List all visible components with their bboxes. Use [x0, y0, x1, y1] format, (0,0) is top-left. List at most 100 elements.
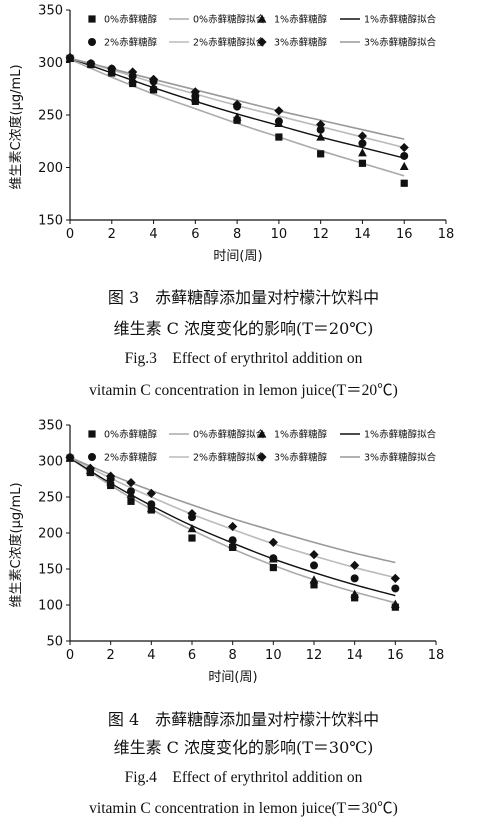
data-point-circle [350, 574, 359, 583]
data-point-diamond [65, 52, 75, 62]
data-point-square [351, 594, 359, 602]
data-point-circle [274, 117, 283, 126]
data-point-diamond [190, 87, 200, 97]
data-point-square [317, 150, 325, 158]
x-tick-label: 6 [191, 227, 199, 242]
data-point-triangle [309, 575, 319, 584]
data-point-diamond [390, 573, 400, 583]
data-point-circle [358, 139, 367, 148]
x-tick-label: 10 [271, 227, 288, 242]
data-point-triangle [149, 82, 158, 91]
data-point-triangle [187, 524, 197, 533]
x-tick-label: 2 [107, 648, 115, 663]
legend-marker-triangle [257, 14, 267, 23]
series-fit-line [69, 456, 396, 579]
caption-en-line2: vitamin C concentration in lemon juice(T… [89, 800, 398, 817]
x-tick-label: 8 [233, 227, 241, 242]
legend-label: 3%赤藓糖醇 [274, 452, 328, 464]
data-point-square [269, 563, 277, 572]
legend-marker-triangle [257, 429, 267, 438]
legend-label: 3%赤藓糖醇拟合 [364, 452, 437, 464]
x-tick-label: 0 [66, 227, 74, 242]
legend-label: 1%赤藓糖醇拟合 [364, 429, 437, 441]
legend-label: 1%赤藓糖醇拟合 [364, 14, 437, 26]
legend-label: 2%赤藓糖醇 [104, 37, 158, 49]
y-tick-label: 150 [38, 214, 63, 229]
data-point-circle [391, 584, 400, 593]
legend-label: 0%赤藓糖醇 [104, 14, 158, 26]
x-tick-label: 6 [188, 648, 196, 663]
caption-cn-line2: 维生素 C 浓度变化的影响(T＝30℃) [113, 738, 374, 757]
data-point-diamond [148, 74, 159, 84]
x-tick-label: 2 [108, 227, 116, 242]
legend-label: 2%赤藓糖醇 [104, 452, 158, 464]
x-tick-label: 0 [66, 648, 74, 663]
x-tick-label: 10 [265, 648, 282, 663]
data-point-square [400, 179, 408, 187]
x-axis-title: 时间(周) [208, 670, 257, 685]
y-tick-label: 200 [38, 527, 63, 542]
legend-marker-circle [88, 38, 96, 46]
y-tick-label: 200 [38, 161, 63, 176]
caption-en-line1: Fig.3 Effect of erythritol addition on [124, 350, 363, 367]
legend-marker-diamond [257, 37, 267, 47]
data-point-circle [228, 536, 237, 545]
caption-cn-line2: 维生素 C 浓度变化的影响(T＝20℃) [113, 319, 374, 338]
y-tick-label: 250 [38, 109, 63, 124]
x-tick-label: 4 [147, 648, 155, 663]
data-point-diamond [86, 58, 96, 69]
data-point-square [358, 159, 367, 167]
data-point-square [310, 581, 318, 589]
data-point-square [127, 497, 135, 505]
figure-4: 0 2 4 6 8 10 12 14 16 18 50 100 150 200 250 300 350 时间(周)… [0, 412, 487, 824]
data-point-diamond [274, 106, 284, 116]
y-tick-label: 50 [46, 635, 63, 650]
y-tick-label: 300 [38, 56, 63, 71]
data-point-circle [316, 125, 325, 134]
chart-figure-3: 0 2 4 6 8 10 12 14 16 18 150 200 250 300 350 时间(周) 维生素C浓… [8, 4, 455, 265]
caption-en-line1: Fig.4 Effect of erythritol addition on [124, 769, 363, 786]
legend-marker-square [88, 15, 96, 23]
data-point-circle [269, 554, 278, 563]
data-point-diamond [399, 142, 409, 153]
data-point-square [275, 133, 283, 141]
data-point-circle [400, 151, 409, 160]
legend-marker-circle [88, 453, 96, 461]
legend-label: 2%赤藓糖醇拟合 [193, 452, 266, 464]
legend-label: 3%赤藓糖醇 [274, 37, 328, 49]
y-tick-label: 150 [38, 563, 63, 578]
x-tick-label: 14 [354, 227, 371, 242]
data-point-triangle [390, 599, 400, 608]
y-tick-label: 350 [38, 419, 63, 434]
data-point-diamond [316, 119, 326, 130]
legend-marker-square [88, 430, 96, 438]
caption-cn-line1: 图 3 赤藓糖醇添加量对柠檬汁饮料中 [107, 288, 380, 307]
legend-label: 2%赤藓糖醇拟合 [193, 37, 266, 49]
y-tick-label: 250 [38, 491, 63, 506]
data-point-circle [147, 500, 156, 509]
data-point-triangle [399, 161, 409, 171]
y-axis-title: 维生素C浓度(μg/mL) [8, 64, 24, 189]
data-point-diamond [146, 488, 156, 498]
data-point-triangle [358, 148, 367, 157]
legend-label: 1%赤藓糖醇 [274, 429, 328, 441]
legend-label: 0%赤藓糖醇 [104, 429, 158, 441]
data-point-triangle [316, 132, 326, 141]
x-tick-label: 18 [438, 227, 455, 242]
data-point-circle [127, 487, 135, 496]
x-axis-title: 时间(周) [213, 249, 262, 264]
data-point-diamond [309, 550, 319, 560]
legend-label: 3%赤藓糖醇拟合 [364, 37, 437, 49]
data-point-triangle [232, 112, 242, 121]
data-point-diamond [187, 508, 197, 519]
x-tick-label: 14 [346, 648, 363, 663]
y-axis-title: 维生素C浓度(μg/mL) [8, 482, 24, 607]
x-tick-label: 12 [312, 227, 329, 242]
caption-en-line2: vitamin C concentration in lemon juice(T… [89, 382, 398, 399]
legend-label: 0%赤藓糖醇拟合 [193, 14, 266, 26]
y-tick-label: 350 [38, 4, 63, 19]
data-point-square [188, 534, 196, 542]
caption-cn-line1: 图 4 赤藓糖醇添加量对柠檬汁饮料中 [107, 710, 380, 729]
legend-marker-diamond [257, 452, 267, 462]
x-tick-label: 4 [149, 227, 157, 242]
